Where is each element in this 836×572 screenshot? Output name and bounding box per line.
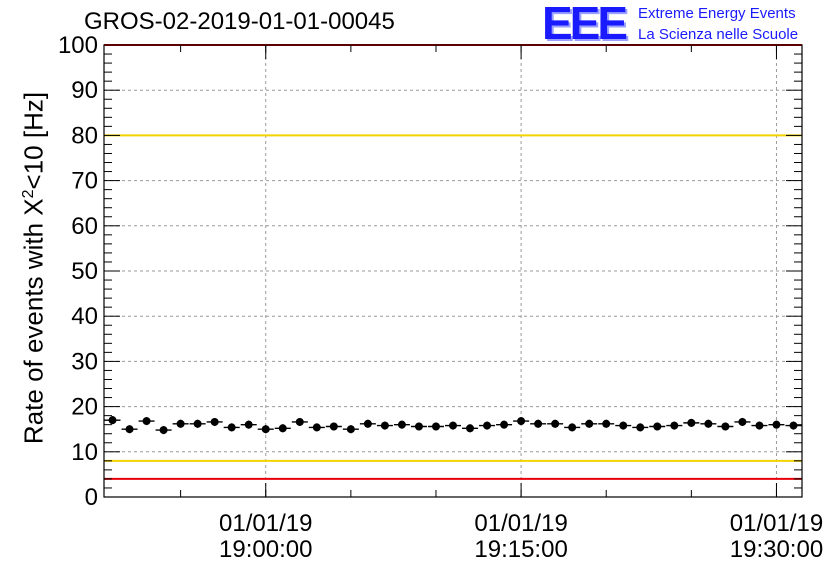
data-point <box>159 426 168 435</box>
data-point <box>619 421 628 430</box>
y-tick-label: 20 <box>71 394 98 421</box>
x-tick-label-time: 19:30:00 <box>730 536 823 563</box>
data-point <box>295 417 304 426</box>
grid <box>104 45 802 497</box>
x-tick-label-time: 19:00:00 <box>219 536 312 563</box>
x-tick-label-date: 01/01/19 <box>219 510 312 537</box>
data-point <box>227 423 236 432</box>
data-point <box>704 419 713 428</box>
y-tick-label: 30 <box>71 348 98 375</box>
data-point <box>329 422 338 431</box>
logo-line-1: Extreme Energy Events <box>638 5 796 22</box>
data-point <box>670 421 679 430</box>
logo-line-2: La Scienza nelle Scuole <box>638 26 799 43</box>
data-point <box>687 418 696 427</box>
data-point <box>602 419 611 428</box>
chart-title: GROS-02-2019-01-01-00045 <box>84 8 395 35</box>
y-tick-label: 90 <box>71 77 98 104</box>
data-point <box>397 420 406 429</box>
x-tick-label-date: 01/01/19 <box>730 510 823 537</box>
data-point <box>193 419 202 428</box>
axes <box>103 44 803 498</box>
data-point <box>721 422 730 431</box>
y-tick-label: 0 <box>85 484 98 511</box>
x-tick-label-time: 19:15:00 <box>474 536 567 563</box>
data-points <box>104 416 802 435</box>
data-point <box>585 419 594 428</box>
data-point <box>176 419 185 428</box>
data-point <box>551 419 560 428</box>
data-point <box>363 419 372 428</box>
logo-mark: EEE <box>542 0 628 49</box>
y-tick-label: 10 <box>71 439 98 466</box>
data-point <box>534 419 543 428</box>
x-tick-label-date: 01/01/19 <box>474 510 567 537</box>
data-point <box>500 420 509 429</box>
data-point <box>380 421 389 430</box>
data-point <box>346 425 355 434</box>
data-point <box>312 423 321 432</box>
y-tick-label: 80 <box>71 122 98 149</box>
plot-frame <box>103 44 803 498</box>
data-point <box>653 422 662 431</box>
data-point <box>738 417 747 426</box>
data-point <box>449 421 457 430</box>
data-point <box>414 422 423 431</box>
data-point <box>466 424 475 433</box>
tick-labels: 010203040506070809010001/01/1919:00:0001… <box>58 32 823 563</box>
data-point <box>278 424 287 433</box>
data-point <box>517 417 526 426</box>
reference-lines <box>104 44 802 480</box>
data-point <box>789 421 798 430</box>
y-tick-label: 40 <box>71 303 98 330</box>
data-point <box>108 416 117 425</box>
data-point <box>483 421 492 430</box>
y-tick-label: 60 <box>71 213 98 240</box>
data-point <box>431 422 440 431</box>
data-point <box>125 425 134 434</box>
y-tick-label: 70 <box>71 168 98 195</box>
data-point <box>755 421 764 430</box>
data-point <box>244 420 253 429</box>
data-point <box>210 417 219 426</box>
data-point <box>772 420 781 429</box>
data-point <box>261 425 270 434</box>
y-tick-label: 100 <box>58 32 98 59</box>
data-point <box>636 423 645 432</box>
y-tick-label: 50 <box>71 258 98 285</box>
data-point <box>142 417 151 426</box>
data-point <box>568 423 577 432</box>
